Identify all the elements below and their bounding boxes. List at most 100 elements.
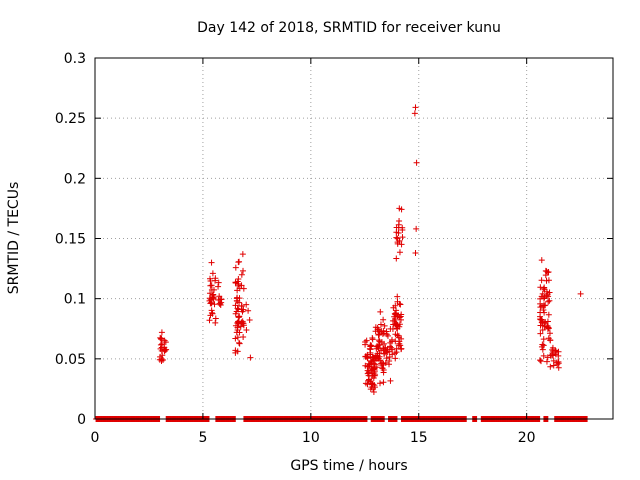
data-point	[161, 348, 168, 355]
y-tick-label: 0.05	[55, 352, 86, 368]
data-point	[238, 302, 245, 309]
data-point	[216, 293, 223, 300]
data-point	[546, 297, 553, 304]
y-tick-label: 0.1	[64, 292, 86, 308]
data-point	[545, 293, 552, 300]
data-point	[396, 300, 403, 307]
data-point	[392, 321, 399, 328]
data-point	[207, 282, 214, 289]
data-point	[158, 329, 165, 336]
data-point	[234, 327, 241, 334]
data-point	[234, 287, 241, 294]
data-point	[158, 336, 165, 343]
data-point	[211, 301, 218, 308]
data-point	[373, 343, 380, 350]
data-point	[236, 313, 243, 320]
data-point	[392, 338, 399, 345]
data-points	[93, 104, 591, 422]
data-point	[366, 362, 373, 369]
data-point	[234, 305, 241, 312]
x-tick-label: 5	[198, 430, 207, 446]
data-point	[206, 295, 213, 302]
data-point	[247, 354, 254, 361]
data-point	[540, 352, 547, 359]
data-point	[552, 347, 559, 354]
data-point	[235, 275, 242, 282]
data-point	[539, 319, 546, 326]
data-point	[387, 377, 394, 384]
data-point	[370, 388, 377, 395]
data-point	[398, 345, 405, 352]
data-point	[396, 249, 403, 256]
data-point	[370, 366, 377, 373]
data-point	[542, 302, 549, 309]
data-point	[546, 330, 553, 337]
x-tick-label: 0	[91, 430, 100, 446]
data-point	[374, 343, 381, 350]
data-point	[383, 355, 390, 362]
data-point	[540, 306, 547, 313]
data-point	[395, 332, 402, 339]
data-point	[380, 316, 387, 323]
data-point	[368, 342, 375, 349]
data-point	[538, 257, 545, 264]
data-point	[209, 270, 216, 277]
data-point	[365, 369, 372, 376]
data-point	[386, 354, 393, 361]
data-point	[394, 312, 401, 319]
data-point	[541, 286, 548, 293]
data-point	[381, 340, 388, 347]
data-point	[379, 365, 386, 372]
data-point	[378, 347, 385, 354]
data-point	[413, 159, 420, 166]
y-tick-label: 0.2	[64, 171, 86, 187]
data-point	[208, 286, 215, 293]
data-point	[235, 259, 242, 266]
data-point	[236, 340, 243, 347]
data-point	[396, 205, 403, 212]
data-point	[381, 322, 388, 329]
data-point	[236, 339, 243, 346]
data-point	[392, 355, 399, 362]
y-tick-label: 0	[77, 412, 86, 428]
data-point	[234, 334, 241, 341]
data-point	[243, 326, 250, 333]
x-tick-label: 10	[302, 430, 320, 446]
data-point	[393, 310, 400, 317]
data-point	[394, 325, 401, 332]
data-point	[396, 217, 403, 224]
data-point	[544, 318, 551, 325]
data-point	[399, 226, 406, 233]
data-point	[394, 332, 401, 339]
data-point	[377, 321, 384, 328]
data-point	[208, 309, 215, 316]
data-point	[386, 358, 393, 365]
data-point	[392, 350, 399, 357]
data-point	[543, 358, 550, 365]
data-point	[545, 311, 552, 318]
data-point	[537, 330, 544, 337]
y-axis-label: SRMTID / TECUs	[6, 182, 22, 295]
data-point	[547, 352, 554, 359]
data-point	[377, 308, 384, 315]
data-point	[208, 300, 215, 307]
data-point	[363, 337, 370, 344]
data-point	[375, 337, 382, 344]
data-point	[538, 358, 545, 365]
data-point	[550, 362, 557, 369]
data-point	[209, 292, 216, 299]
chart-title: Day 142 of 2018, SRMTID for receiver kun…	[197, 20, 501, 36]
data-point	[373, 364, 380, 371]
data-point	[395, 342, 402, 349]
data-point	[243, 301, 250, 308]
data-point	[539, 290, 546, 297]
data-point	[239, 251, 246, 258]
data-point	[208, 259, 215, 266]
data-point	[236, 320, 243, 327]
data-point	[394, 293, 401, 300]
data-point	[538, 303, 545, 310]
data-point	[555, 358, 562, 365]
data-point	[240, 267, 247, 274]
data-point	[393, 234, 400, 241]
